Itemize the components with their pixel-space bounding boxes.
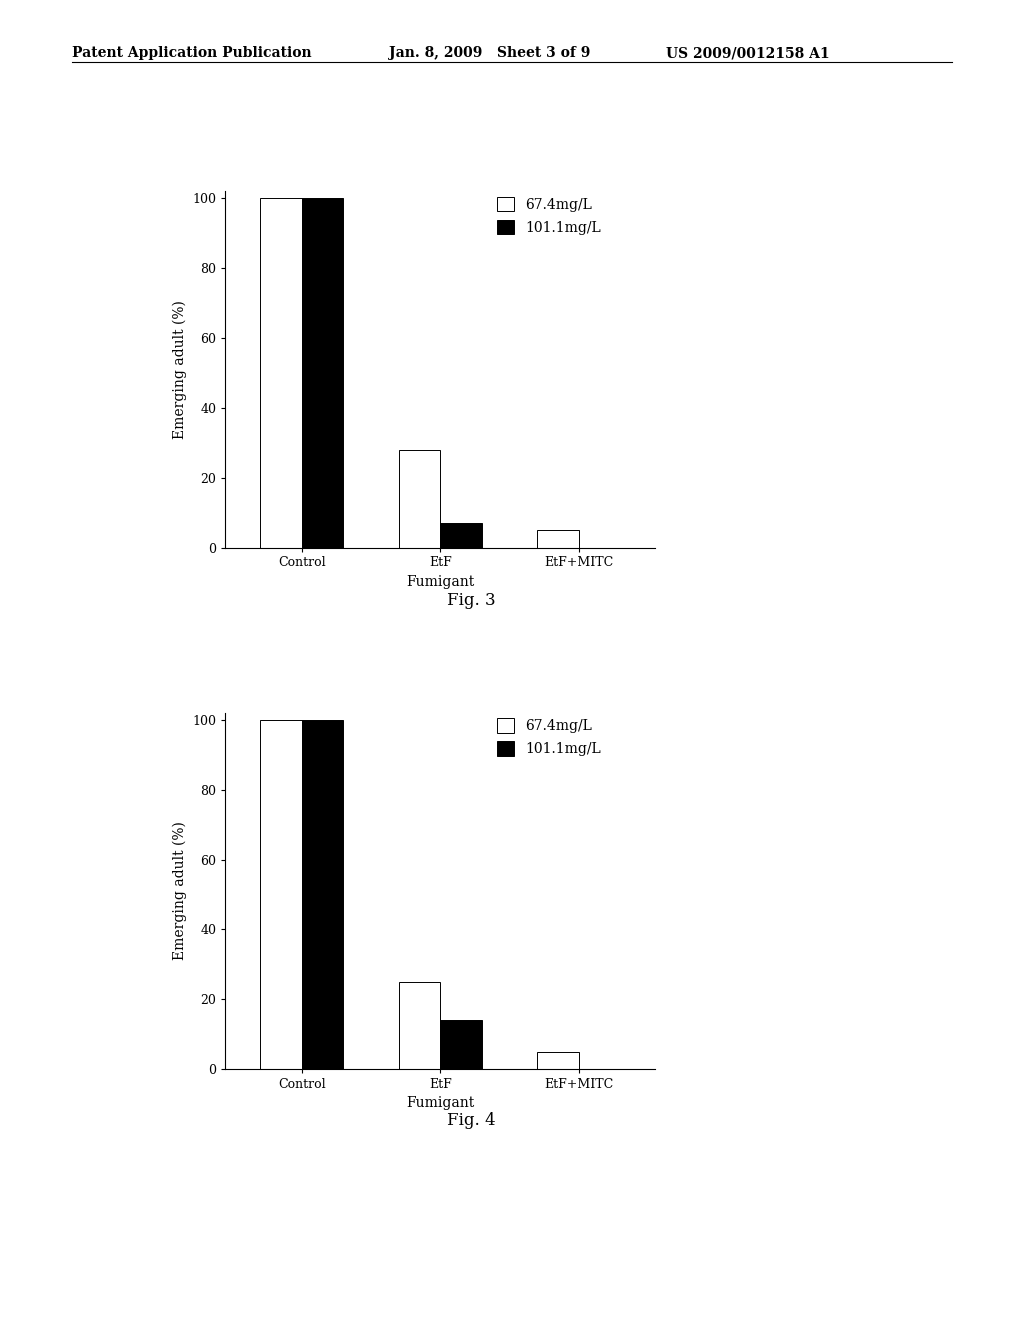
X-axis label: Fumigant: Fumigant — [407, 1096, 474, 1110]
Bar — [302, 198, 343, 548]
Text: Fig. 4: Fig. 4 — [446, 1111, 496, 1129]
Text: US 2009/0012158 A1: US 2009/0012158 A1 — [666, 46, 829, 61]
Bar — [260, 719, 302, 1069]
Bar — [538, 1052, 579, 1069]
Legend: 67.4mg/L, 101.1mg/L: 67.4mg/L, 101.1mg/L — [492, 191, 606, 240]
Bar — [260, 198, 302, 548]
X-axis label: Fumigant: Fumigant — [407, 574, 474, 589]
Text: Patent Application Publication: Patent Application Publication — [72, 46, 311, 61]
Text: Fig. 3: Fig. 3 — [446, 591, 496, 609]
Legend: 67.4mg/L, 101.1mg/L: 67.4mg/L, 101.1mg/L — [492, 713, 606, 762]
Bar — [538, 531, 579, 548]
Bar — [398, 450, 440, 548]
Bar — [440, 1020, 482, 1069]
Bar — [398, 982, 440, 1069]
Text: Jan. 8, 2009   Sheet 3 of 9: Jan. 8, 2009 Sheet 3 of 9 — [389, 46, 591, 61]
Y-axis label: Emerging adult (%): Emerging adult (%) — [172, 300, 186, 440]
Y-axis label: Emerging adult (%): Emerging adult (%) — [172, 821, 186, 961]
Bar — [302, 719, 343, 1069]
Bar — [440, 523, 482, 548]
